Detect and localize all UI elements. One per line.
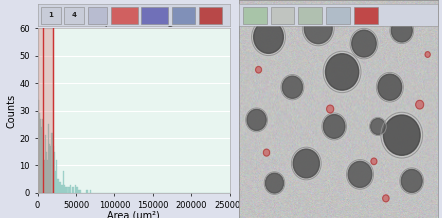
Circle shape	[265, 173, 284, 193]
Bar	[78, 190, 79, 193]
Circle shape	[391, 19, 412, 42]
Y-axis label: Counts: Counts	[7, 94, 16, 128]
Bar	[47, 160, 48, 193]
Bar	[69, 187, 70, 193]
Bar	[326, 7, 350, 24]
Bar	[110, 7, 137, 24]
Bar	[72, 187, 73, 193]
Bar	[42, 119, 43, 193]
Circle shape	[425, 52, 430, 57]
Bar	[58, 179, 59, 193]
Circle shape	[254, 21, 283, 53]
Bar	[172, 7, 195, 24]
Circle shape	[322, 49, 362, 94]
Circle shape	[375, 71, 404, 103]
Bar	[65, 7, 84, 24]
Bar	[40, 119, 41, 193]
Circle shape	[325, 54, 359, 90]
Bar	[80, 190, 81, 193]
Bar	[53, 152, 55, 193]
Bar	[38, 28, 53, 193]
Bar	[76, 187, 77, 193]
Circle shape	[247, 109, 266, 130]
Circle shape	[255, 66, 262, 73]
Circle shape	[327, 105, 334, 113]
Bar	[65, 187, 66, 193]
Bar	[298, 7, 322, 24]
Circle shape	[415, 100, 423, 109]
Circle shape	[401, 169, 422, 192]
Bar	[42, 7, 61, 24]
Bar	[70, 185, 71, 193]
Circle shape	[349, 27, 379, 60]
Bar	[271, 7, 294, 24]
Bar	[50, 146, 51, 193]
Circle shape	[321, 112, 347, 141]
Bar	[62, 185, 63, 193]
Bar	[90, 190, 91, 193]
Text: 1: 1	[49, 12, 53, 18]
Circle shape	[378, 74, 402, 100]
Circle shape	[263, 149, 270, 156]
Bar	[88, 7, 107, 24]
Circle shape	[370, 118, 385, 135]
Bar	[243, 7, 267, 24]
Circle shape	[352, 30, 376, 57]
Bar	[38, 113, 40, 193]
Circle shape	[379, 111, 424, 160]
Bar	[87, 190, 88, 193]
Bar	[77, 187, 78, 193]
Circle shape	[290, 11, 298, 20]
Bar	[48, 124, 50, 193]
Bar	[59, 182, 60, 193]
Bar	[73, 187, 74, 193]
Circle shape	[323, 114, 345, 138]
Circle shape	[369, 117, 387, 136]
Circle shape	[301, 10, 335, 47]
Circle shape	[345, 158, 375, 190]
Circle shape	[348, 161, 372, 187]
Circle shape	[250, 17, 287, 57]
Bar	[75, 185, 76, 193]
Bar	[199, 7, 222, 24]
Bar	[79, 190, 80, 193]
Bar	[45, 135, 46, 193]
Circle shape	[245, 107, 268, 133]
Circle shape	[399, 167, 425, 195]
Title: Area (μm²) Histogram: Area (μm²) Histogram	[69, 14, 198, 27]
Circle shape	[304, 13, 332, 44]
X-axis label: Area (μm²): Area (μm²)	[107, 211, 160, 218]
Bar	[141, 7, 168, 24]
Bar	[41, 127, 42, 193]
Circle shape	[280, 73, 305, 101]
Bar	[63, 171, 64, 193]
Bar	[64, 185, 65, 193]
Bar	[68, 187, 69, 193]
Circle shape	[389, 16, 415, 45]
Circle shape	[282, 76, 302, 98]
Bar	[354, 7, 378, 24]
Circle shape	[293, 149, 320, 178]
Text: 4: 4	[72, 12, 76, 18]
Circle shape	[341, 14, 347, 21]
Circle shape	[290, 146, 322, 181]
Bar	[57, 179, 58, 193]
Circle shape	[383, 195, 389, 202]
Circle shape	[371, 158, 377, 165]
Bar	[66, 187, 68, 193]
Bar	[61, 185, 62, 193]
Circle shape	[263, 171, 286, 195]
Circle shape	[383, 115, 420, 155]
Bar	[86, 190, 87, 193]
Bar	[55, 171, 56, 193]
Bar	[51, 133, 53, 193]
Bar	[43, 160, 44, 193]
Bar	[56, 160, 57, 193]
Bar	[60, 182, 61, 193]
Bar	[46, 152, 47, 193]
Bar	[44, 160, 45, 193]
